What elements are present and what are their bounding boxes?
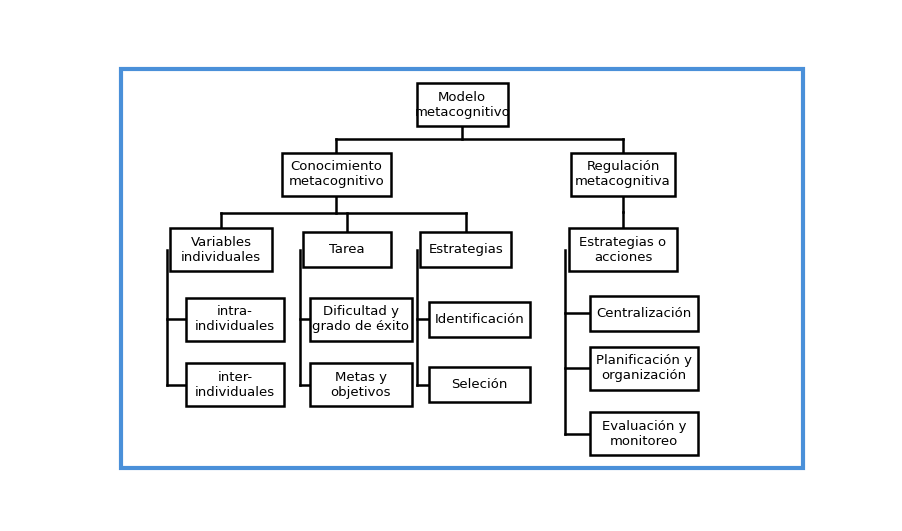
FancyBboxPatch shape xyxy=(186,363,284,406)
FancyBboxPatch shape xyxy=(186,298,284,341)
Text: Seleción: Seleción xyxy=(452,378,508,391)
FancyBboxPatch shape xyxy=(170,228,272,271)
Text: Dificultad y
grado de éxito: Dificultad y grado de éxito xyxy=(312,305,410,333)
FancyBboxPatch shape xyxy=(310,363,411,406)
Text: Variables
individuales: Variables individuales xyxy=(181,236,262,264)
FancyBboxPatch shape xyxy=(310,298,411,341)
Text: Centralización: Centralización xyxy=(596,306,692,320)
Text: intra-
individuales: intra- individuales xyxy=(195,305,275,333)
Text: Tarea: Tarea xyxy=(329,243,364,256)
Text: Regulación
metacognitiva: Regulación metacognitiva xyxy=(575,160,671,188)
Text: Estrategias: Estrategias xyxy=(428,243,503,256)
Text: Estrategias o
acciones: Estrategias o acciones xyxy=(579,236,667,264)
Text: Modelo
metacognitivo: Modelo metacognitivo xyxy=(414,91,511,118)
Text: Evaluación y
monitoreo: Evaluación y monitoreo xyxy=(602,419,686,448)
FancyBboxPatch shape xyxy=(420,233,511,267)
FancyBboxPatch shape xyxy=(571,152,676,195)
FancyBboxPatch shape xyxy=(429,302,530,337)
Text: inter-
individuales: inter- individuales xyxy=(195,371,275,399)
FancyBboxPatch shape xyxy=(121,68,804,468)
Text: Conocimiento
metacognitivo: Conocimiento metacognitivo xyxy=(289,160,384,188)
FancyBboxPatch shape xyxy=(282,152,391,195)
Text: Planificación y
organización: Planificación y organización xyxy=(596,354,692,382)
FancyBboxPatch shape xyxy=(569,228,677,271)
Text: Identificación: Identificación xyxy=(435,313,525,326)
FancyBboxPatch shape xyxy=(303,233,391,267)
FancyBboxPatch shape xyxy=(429,367,530,402)
FancyBboxPatch shape xyxy=(590,412,698,455)
FancyBboxPatch shape xyxy=(417,83,508,126)
Text: Metas y
objetivos: Metas y objetivos xyxy=(331,371,391,399)
FancyBboxPatch shape xyxy=(590,296,698,330)
FancyBboxPatch shape xyxy=(590,347,698,390)
